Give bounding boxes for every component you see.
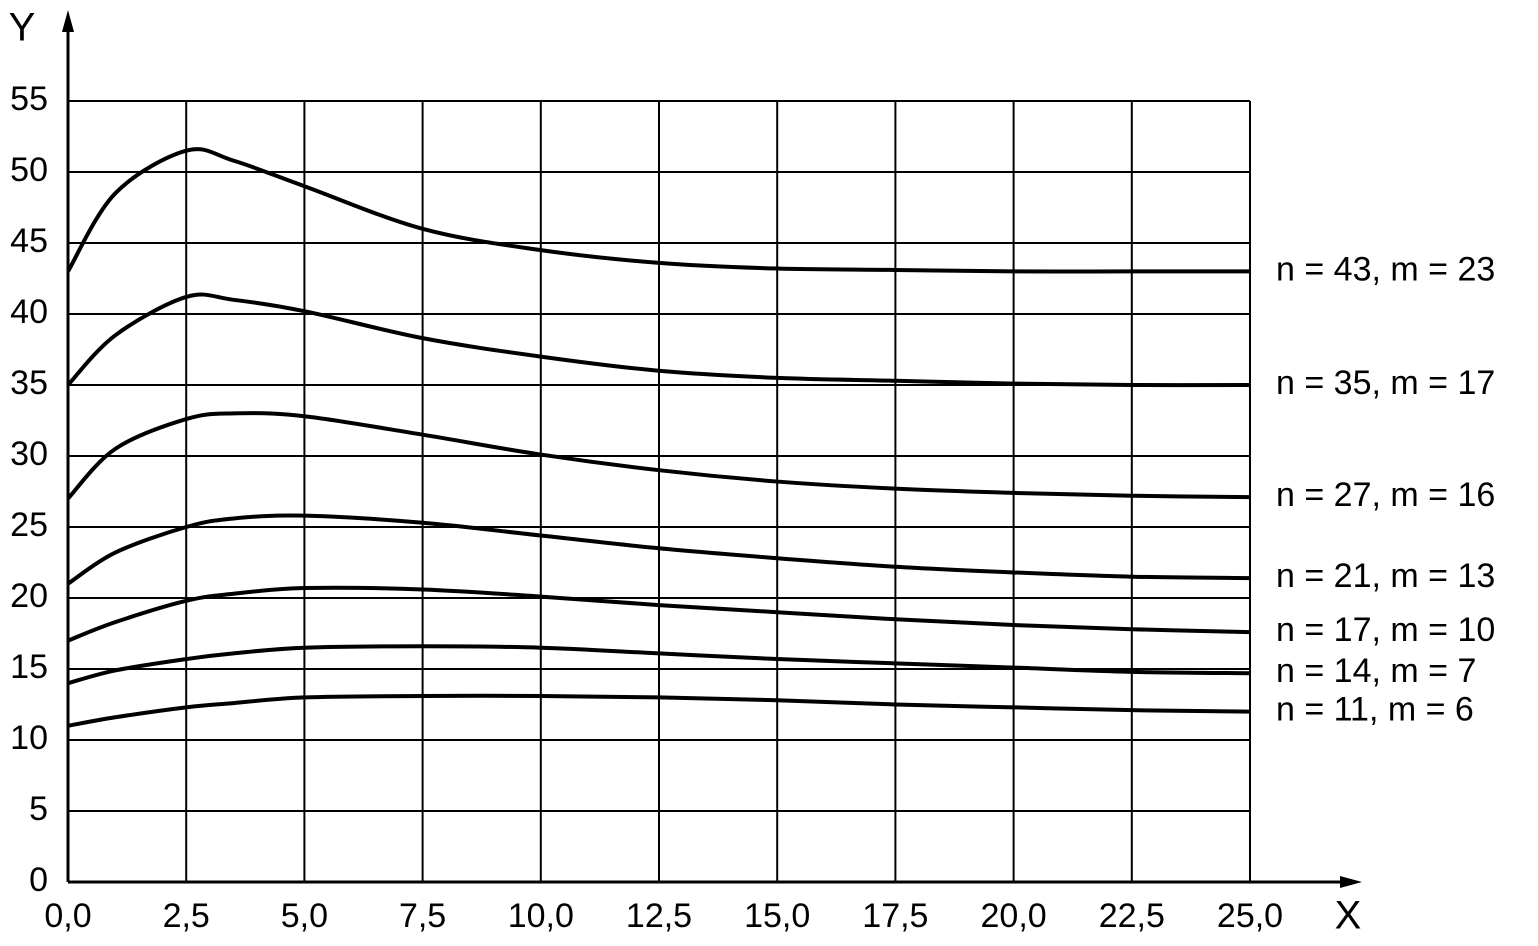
x-tick-label: 17,5	[862, 897, 928, 935]
series-label: n = 14, m = 7	[1276, 652, 1476, 690]
x-tick-label: 10,0	[508, 897, 574, 935]
y-axis-label: Y	[9, 6, 36, 50]
x-tick-label: 0,0	[44, 897, 91, 935]
x-tick-label: 22,5	[1099, 897, 1165, 935]
y-tick-label: 45	[10, 222, 48, 260]
x-tick-label: 15,0	[744, 897, 810, 935]
y-axis-arrow	[62, 10, 74, 32]
y-tick-label: 10	[10, 719, 48, 757]
x-tick-label: 20,0	[981, 897, 1047, 935]
series-label: n = 43, m = 23	[1276, 250, 1495, 288]
series-line	[66, 147, 1250, 274]
series-line	[66, 513, 1251, 586]
x-tick-label: 5,0	[281, 897, 328, 935]
x-axis-label: X	[1335, 894, 1362, 938]
y-tick-label: 40	[10, 293, 48, 331]
series-line	[66, 411, 1251, 500]
series-line	[67, 585, 1251, 643]
series-line	[66, 292, 1251, 388]
y-tick-label: 25	[10, 506, 48, 544]
series-line	[67, 693, 1251, 728]
y-tick-label: 5	[29, 790, 48, 828]
series-label: n = 17, m = 10	[1276, 611, 1495, 649]
y-tick-label: 20	[10, 577, 48, 615]
x-axis-arrow	[1340, 876, 1362, 888]
x-tick-label: 7,5	[399, 897, 446, 935]
series-label: n = 35, m = 17	[1276, 364, 1495, 402]
x-tick-label: 2,5	[163, 897, 210, 935]
x-tick-label: 12,5	[626, 897, 692, 935]
y-tick-label: 55	[10, 80, 48, 118]
y-tick-label: 50	[10, 151, 48, 189]
x-tick-label: 25,0	[1217, 897, 1283, 935]
y-tick-label: 0	[29, 861, 48, 899]
y-tick-label: 35	[10, 364, 48, 402]
series-label: n = 27, m = 16	[1276, 476, 1495, 514]
series-label: n = 21, m = 13	[1276, 557, 1495, 595]
y-tick-label: 15	[10, 648, 48, 686]
series-label: n = 11, m = 6	[1276, 691, 1474, 729]
series-line	[67, 644, 1251, 686]
y-tick-label: 30	[10, 435, 48, 473]
